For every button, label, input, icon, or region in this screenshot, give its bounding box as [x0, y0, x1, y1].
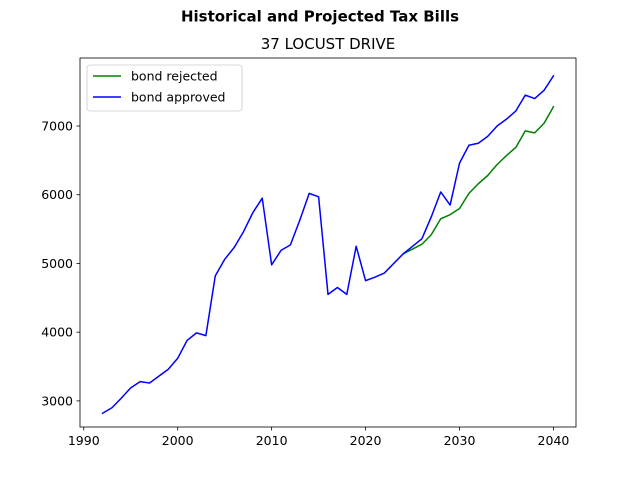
y-axis-ticks: 3000 4000 5000 6000 7000	[41, 119, 80, 408]
legend-label-bond-rejected: bond rejected	[131, 69, 218, 84]
legend-box	[86, 64, 243, 112]
y-tick-label: 6000	[41, 187, 73, 202]
y-tick-label: 5000	[41, 256, 73, 271]
legend: bond rejected bond approved	[86, 64, 243, 112]
y-tick-label: 7000	[41, 119, 73, 134]
x-tick-label: 2010	[256, 433, 288, 448]
chart-title: Historical and Projected Tax Bills	[181, 8, 459, 26]
series-layer	[101, 74, 555, 415]
x-tick-label: 2040	[538, 433, 570, 448]
chart-subtitle: 37 LOCUST DRIVE	[261, 35, 396, 53]
legend-label-bond-approved: bond approved	[131, 90, 225, 105]
x-tick-label: 2000	[162, 433, 194, 448]
x-tick-label: 1990	[68, 433, 100, 448]
x-tick-label: 2030	[444, 433, 476, 448]
x-axis-ticks: 1990 2000 2010 2020 2030 2040	[68, 427, 570, 448]
y-tick-label: 4000	[41, 325, 73, 340]
series-line-bond-approved	[101, 74, 555, 415]
plot-frame	[79, 57, 577, 428]
series-line-bond-rejected	[402, 105, 555, 255]
y-tick-label: 3000	[41, 393, 73, 408]
x-tick-label: 2020	[350, 433, 382, 448]
